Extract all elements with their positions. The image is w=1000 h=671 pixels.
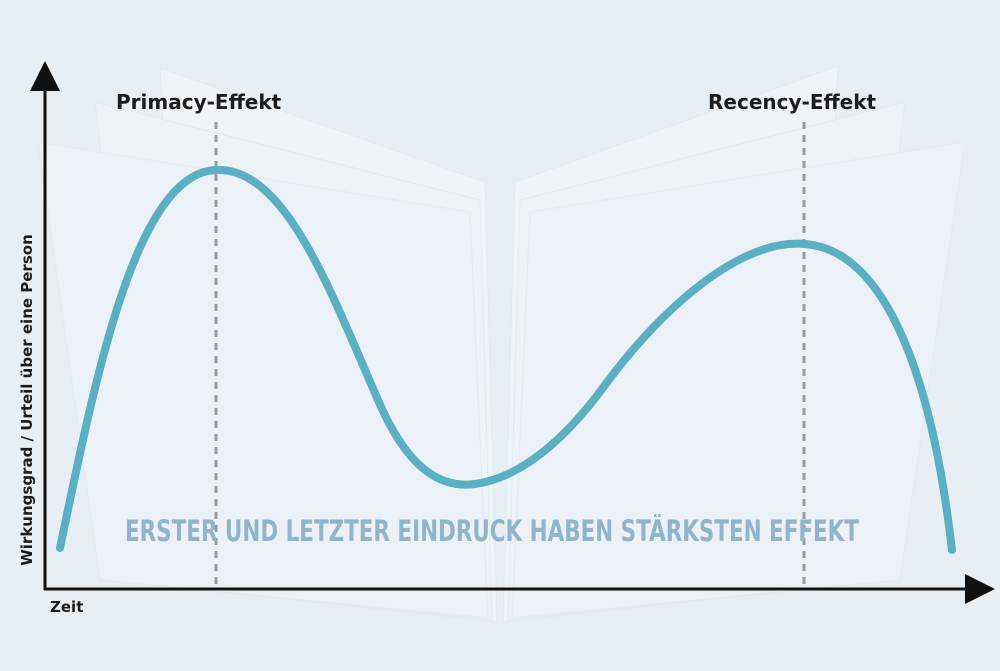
- book-page-left-3: [37, 141, 489, 619]
- primacy-effect-label: Primacy-Effekt: [116, 90, 282, 114]
- diagram-caption: ERSTER UND LETZTER EINDRUCK HABEN STÄRKS…: [125, 514, 859, 548]
- x-axis-label: Zeit: [50, 598, 84, 616]
- book-watermark: [37, 65, 966, 623]
- y-axis-label: Wirkungsgrad / Urteil über eine Person: [18, 234, 36, 566]
- recency-effect-label: Recency-Effekt: [708, 90, 877, 114]
- effect-curve: [56, 165, 956, 554]
